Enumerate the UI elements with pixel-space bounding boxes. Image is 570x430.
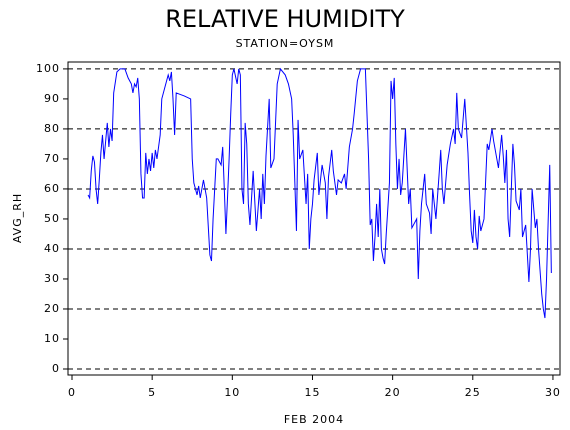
data-line xyxy=(87,67,552,319)
x-tick-label: 10 xyxy=(224,386,240,399)
y-tick-label: 100 xyxy=(36,62,60,75)
y-axis-label: AVG_RH xyxy=(11,193,24,243)
y-tick-label: 80 xyxy=(44,122,60,135)
chart-subtitle: STATION=OYSM xyxy=(236,37,335,50)
x-tick-label: 20 xyxy=(385,386,401,399)
plot-frame xyxy=(67,61,561,376)
x-tick-label: 15 xyxy=(304,386,320,399)
x-tick-label: 0 xyxy=(68,386,76,399)
y-tick-label: 30 xyxy=(44,272,60,285)
x-tick-label: 5 xyxy=(148,386,156,399)
y-tick-label: 90 xyxy=(44,92,60,105)
y-tick-label: 10 xyxy=(44,332,60,345)
y-tick-label: 20 xyxy=(44,302,60,315)
y-tick-label: 40 xyxy=(44,242,60,255)
y-tick-label: 60 xyxy=(44,182,60,195)
y-tick-label: 0 xyxy=(52,362,60,375)
x-tick-label: 25 xyxy=(465,386,481,399)
y-tick-label: 50 xyxy=(44,212,60,225)
y-tick-label: 70 xyxy=(44,152,60,165)
x-tick-label: 30 xyxy=(545,386,561,399)
chart-title: RELATIVE HUMIDITY xyxy=(165,5,405,33)
x-axis-label: FEB 2004 xyxy=(284,413,344,426)
